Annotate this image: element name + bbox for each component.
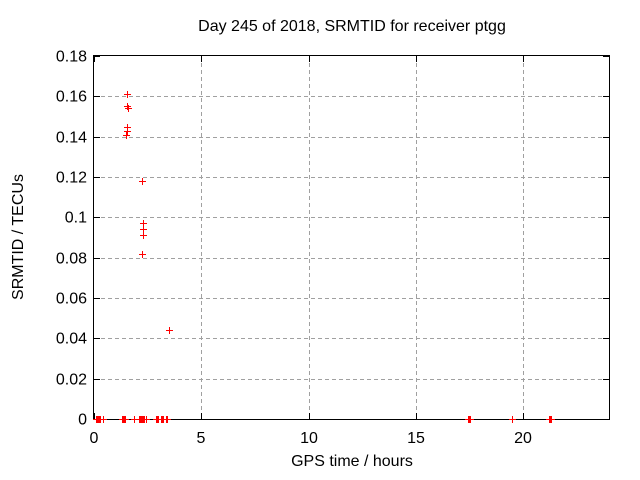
data-point-marker bbox=[140, 220, 147, 227]
chart-title: Day 245 of 2018, SRMTID for receiver ptg… bbox=[198, 18, 506, 35]
data-point-marker bbox=[467, 416, 474, 423]
x-axis-label: GPS time / hours bbox=[291, 453, 413, 470]
data-point-marker bbox=[123, 132, 130, 139]
x-tick-label: 0 bbox=[90, 430, 99, 447]
x-tick-label: 5 bbox=[197, 430, 206, 447]
data-point-marker bbox=[509, 416, 516, 423]
y-tick-label: 0.18 bbox=[56, 49, 87, 66]
y-tick-label: 0.06 bbox=[56, 291, 87, 308]
y-tick-label: 0.02 bbox=[56, 372, 87, 389]
y-tick-label: 0.14 bbox=[56, 130, 87, 147]
y-tick-label: 0.1 bbox=[65, 210, 87, 227]
data-point-marker bbox=[100, 416, 107, 423]
x-tick-label: 20 bbox=[514, 430, 532, 447]
x-tick-label: 10 bbox=[300, 430, 318, 447]
plot-border bbox=[93, 55, 610, 420]
data-point-marker bbox=[124, 91, 131, 98]
data-point-marker bbox=[122, 416, 129, 423]
y-tick-label: 0.08 bbox=[56, 251, 87, 268]
x-tick-label: 15 bbox=[407, 430, 425, 447]
data-point-marker bbox=[140, 232, 147, 239]
data-point-marker bbox=[139, 178, 146, 185]
data-point-marker bbox=[166, 327, 173, 334]
data-point-marker bbox=[143, 416, 150, 423]
data-point-marker bbox=[164, 416, 171, 423]
data-point-marker bbox=[124, 128, 131, 135]
y-tick-label: 0.04 bbox=[56, 331, 87, 348]
data-point-marker bbox=[140, 226, 147, 233]
data-point-marker bbox=[548, 416, 555, 423]
y-tick-label: 0.12 bbox=[56, 170, 87, 187]
data-point-marker bbox=[139, 251, 146, 258]
data-point-marker bbox=[125, 105, 132, 112]
y-tick-label: 0.16 bbox=[56, 89, 87, 106]
y-tick-label: 0 bbox=[78, 412, 87, 429]
